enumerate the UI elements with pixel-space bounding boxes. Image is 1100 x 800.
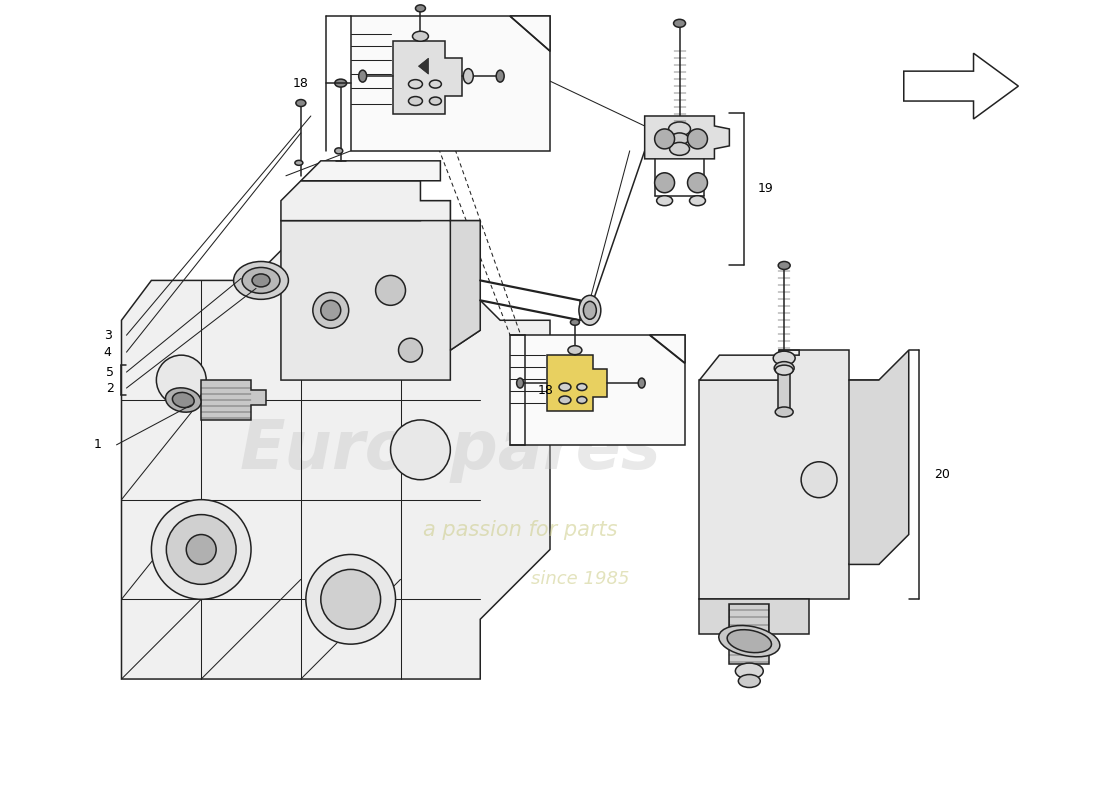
Ellipse shape — [673, 19, 685, 27]
Ellipse shape — [334, 79, 346, 87]
Polygon shape — [393, 42, 462, 114]
Text: 5: 5 — [106, 366, 113, 378]
Polygon shape — [904, 54, 1019, 119]
Ellipse shape — [736, 663, 763, 679]
Circle shape — [321, 300, 341, 320]
Ellipse shape — [416, 5, 426, 12]
Circle shape — [166, 514, 236, 584]
Ellipse shape — [173, 392, 195, 408]
Polygon shape — [418, 58, 428, 74]
Ellipse shape — [776, 407, 793, 417]
Ellipse shape — [429, 80, 441, 88]
Ellipse shape — [559, 383, 571, 391]
Ellipse shape — [583, 302, 596, 319]
Circle shape — [306, 554, 396, 644]
Circle shape — [375, 275, 406, 306]
Ellipse shape — [774, 362, 794, 374]
Ellipse shape — [252, 274, 270, 287]
Polygon shape — [849, 350, 909, 565]
Ellipse shape — [295, 160, 302, 166]
Polygon shape — [450, 221, 481, 350]
Polygon shape — [201, 380, 266, 420]
Ellipse shape — [165, 388, 201, 412]
Ellipse shape — [568, 346, 582, 354]
Polygon shape — [700, 350, 879, 599]
Ellipse shape — [408, 97, 422, 106]
Polygon shape — [121, 250, 550, 679]
Text: 20: 20 — [934, 468, 949, 482]
Text: since 1985: since 1985 — [530, 570, 629, 588]
Ellipse shape — [579, 295, 601, 326]
Ellipse shape — [412, 31, 428, 42]
Text: 3: 3 — [103, 329, 111, 342]
Circle shape — [321, 570, 381, 630]
Ellipse shape — [773, 351, 795, 365]
FancyBboxPatch shape — [510, 335, 684, 445]
Circle shape — [152, 500, 251, 599]
Text: 4: 4 — [103, 346, 111, 358]
Polygon shape — [650, 335, 684, 363]
Circle shape — [654, 173, 674, 193]
Ellipse shape — [727, 630, 771, 653]
Ellipse shape — [359, 70, 366, 82]
Ellipse shape — [669, 122, 691, 136]
Polygon shape — [700, 599, 810, 634]
FancyBboxPatch shape — [351, 16, 550, 151]
Ellipse shape — [463, 69, 473, 84]
Text: 2: 2 — [106, 382, 113, 394]
Ellipse shape — [296, 99, 306, 106]
Ellipse shape — [670, 142, 690, 155]
Ellipse shape — [517, 378, 524, 388]
Polygon shape — [547, 355, 607, 411]
Ellipse shape — [571, 319, 580, 326]
Ellipse shape — [718, 626, 780, 657]
Polygon shape — [301, 161, 440, 181]
Ellipse shape — [738, 674, 760, 687]
Text: 18: 18 — [538, 383, 554, 397]
Ellipse shape — [778, 262, 790, 270]
Ellipse shape — [496, 70, 504, 82]
Ellipse shape — [638, 378, 646, 388]
Circle shape — [390, 420, 450, 480]
Circle shape — [398, 338, 422, 362]
Ellipse shape — [429, 97, 441, 105]
Text: Eurospares: Eurospares — [240, 417, 661, 483]
Ellipse shape — [690, 196, 705, 206]
Text: 18: 18 — [293, 77, 309, 90]
Text: 1: 1 — [94, 438, 101, 451]
Circle shape — [654, 129, 674, 149]
Ellipse shape — [242, 267, 279, 294]
Circle shape — [312, 292, 349, 328]
Circle shape — [186, 534, 217, 565]
Polygon shape — [700, 350, 799, 380]
Ellipse shape — [233, 262, 288, 299]
Polygon shape — [280, 181, 450, 221]
Ellipse shape — [657, 196, 672, 206]
Text: a passion for parts: a passion for parts — [422, 519, 617, 539]
Ellipse shape — [334, 148, 343, 154]
Circle shape — [801, 462, 837, 498]
FancyBboxPatch shape — [778, 370, 790, 412]
Polygon shape — [280, 201, 481, 380]
Ellipse shape — [559, 396, 571, 404]
Ellipse shape — [671, 133, 689, 145]
Circle shape — [156, 355, 206, 405]
Ellipse shape — [408, 80, 422, 89]
Ellipse shape — [776, 365, 793, 375]
Circle shape — [688, 129, 707, 149]
Ellipse shape — [576, 397, 587, 403]
Polygon shape — [510, 16, 550, 51]
Text: 19: 19 — [757, 182, 773, 195]
Polygon shape — [645, 116, 729, 159]
Ellipse shape — [576, 383, 587, 390]
FancyBboxPatch shape — [729, 602, 769, 664]
Circle shape — [688, 173, 707, 193]
